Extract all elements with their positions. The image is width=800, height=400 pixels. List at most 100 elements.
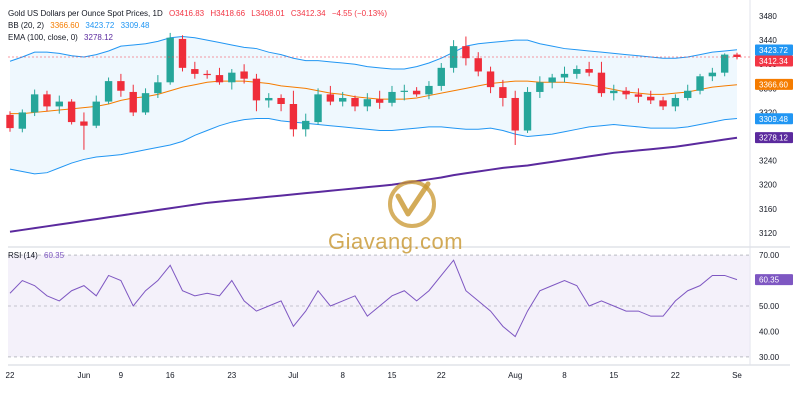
candle-body (314, 94, 322, 123)
candle-body (659, 100, 667, 107)
ema-label: EMA (100, close, 0) (8, 33, 78, 42)
price-axis-tag (755, 132, 793, 144)
candle-body (30, 94, 39, 113)
candle-body (154, 82, 162, 94)
candle-body (228, 72, 236, 83)
price-axis-tag (755, 78, 793, 90)
candle-body (104, 81, 113, 102)
candle-body (560, 73, 569, 78)
candle-body (597, 72, 606, 94)
candle-body (129, 91, 137, 113)
ohlc-close: C3412.34 (290, 9, 326, 18)
candle-body (634, 94, 643, 97)
candle-body (610, 90, 618, 94)
candle-body (338, 97, 347, 102)
candle-body (289, 104, 298, 130)
time-tick-label: Aug (508, 371, 522, 380)
candle-body (166, 37, 174, 83)
candle-body (486, 71, 495, 88)
bb-upper-line (9, 36, 738, 70)
candle-body (573, 69, 581, 74)
price-tick-label: 3160 (759, 205, 777, 214)
symbol-name: Gold US Dollars per Ounce Spot Prices, 1… (8, 9, 163, 18)
time-tick-label: 8 (340, 371, 345, 380)
candle-body (720, 54, 729, 73)
price-tick-label: 3480 (759, 12, 777, 21)
price-axis-tag-label: 3309.48 (759, 115, 788, 124)
candle-body (708, 72, 717, 77)
time-tick-label: Jul (288, 371, 298, 380)
time-tick-label: 22 (671, 371, 680, 380)
candle-body (43, 94, 51, 107)
candle-body (191, 69, 199, 74)
candle-body (215, 75, 224, 83)
candle-body (117, 81, 125, 91)
candle-body (80, 121, 88, 126)
price-tick-label: 3240 (759, 157, 777, 166)
time-tick-label: 15 (609, 371, 618, 380)
time-tick-label: 16 (166, 371, 175, 380)
giavang-logo-icon (388, 180, 436, 228)
candle-body (474, 58, 482, 72)
candle-body (585, 69, 593, 73)
candle-body (548, 77, 556, 83)
chart-header: Gold US Dollars per Ounce Spot Prices, 1… (8, 9, 391, 18)
ema-value: 3278.12 (84, 33, 113, 42)
candle-body (437, 67, 445, 86)
candle-body (647, 96, 655, 101)
price-axis-tag-label: 3412.34 (759, 57, 788, 66)
watermark-text: Giavang.com (328, 229, 464, 254)
candle-body (671, 97, 680, 107)
bb-lower-line (9, 117, 738, 175)
price-axis-tag (755, 55, 793, 67)
ohlc-open: O3416.83 (168, 9, 205, 18)
rsi-value: 60.35 (44, 251, 65, 260)
ohlc-low: L3408.01 (251, 9, 285, 18)
price-axis-tag-label: 3366.60 (759, 80, 788, 89)
candle-body (178, 38, 187, 68)
bb-mid-value: 3366.60 (50, 21, 80, 30)
rsi-label: RSI (14) (8, 251, 38, 260)
candle-body (18, 112, 27, 129)
candle-body (203, 73, 211, 76)
candle-body (375, 99, 384, 103)
time-tick-label: 8 (562, 371, 567, 380)
candle-body (523, 91, 532, 131)
candle-body (92, 101, 100, 126)
rsi-axis-tag (755, 274, 793, 286)
price-axis-tag-label: 3278.12 (759, 134, 788, 143)
candle-body (6, 114, 14, 129)
candle-body (252, 78, 261, 101)
ema-legend[interactable]: EMA (100, close, 0) 3278.12 (8, 33, 117, 42)
bb-label: BB (20, 2) (8, 21, 45, 30)
candle-body (277, 97, 285, 104)
candle-body (388, 91, 396, 103)
rsi-legend[interactable]: RSI (14) 60.35 (8, 251, 68, 260)
price-axis-tag (755, 113, 793, 125)
time-tick-label: 9 (119, 371, 124, 380)
candle-body (141, 93, 150, 113)
bb-legend[interactable]: BB (20, 2) 3366.60 3423.72 3309.48 (8, 21, 153, 30)
time-tick-label: 23 (227, 371, 236, 380)
rsi-tick-label: 70.00 (759, 251, 780, 260)
candle-body (351, 97, 359, 107)
candle-body (67, 101, 76, 123)
candle-body (302, 120, 310, 130)
time-axis: 22 Jun 9 16 23 Jul 8 15 22 Aug 8 15 22 Se (6, 371, 743, 380)
ohlc-change: −4.55 (−0.13%) (331, 9, 387, 18)
candle-body (240, 71, 248, 79)
price-tick-label: 3120 (759, 229, 777, 238)
ohlc-high: H3418.66 (210, 9, 246, 18)
candle-body (400, 90, 409, 92)
price-pane: 3120316032003240328033203360340034403480… (6, 0, 793, 366)
candle-body (622, 90, 630, 95)
candle-body (425, 85, 433, 95)
price-axis-tag (755, 44, 793, 56)
time-tick-label: 22 (6, 371, 15, 380)
candle-body (412, 90, 421, 95)
price-tick-label: 3200 (759, 181, 777, 190)
time-tick-label: 15 (388, 371, 397, 380)
bb-upper-value: 3423.72 (85, 21, 115, 30)
